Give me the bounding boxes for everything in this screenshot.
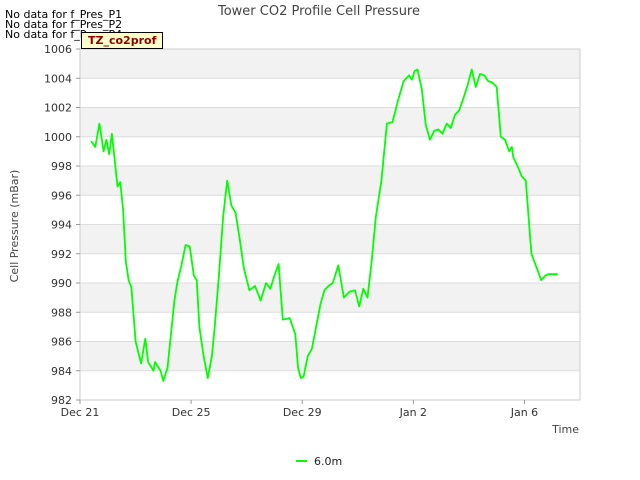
- plot-background-bands: [80, 49, 580, 371]
- background-band: [80, 224, 580, 254]
- y-axis-label: Cell Pressure (mBar): [8, 170, 21, 283]
- chart-title: Tower CO2 Profile Cell Pressure: [217, 4, 420, 19]
- y-tick-label: 1002: [44, 102, 72, 115]
- y-tick-label: 982: [51, 394, 72, 407]
- y-tick-label: 1006: [44, 43, 72, 56]
- legend-label-6m: 6.0m: [314, 455, 342, 468]
- background-band: [80, 341, 580, 371]
- site-tag-badge: TZ_co2prof: [81, 32, 164, 49]
- x-axis: Dec 21 Dec 25 Dec 29 Jan 2 Jan 6: [61, 400, 538, 419]
- y-tick-label: 984: [51, 365, 72, 378]
- x-tick-label: Jan 2: [399, 406, 427, 419]
- legend: 6.0m: [296, 455, 342, 468]
- x-tick-label: Dec 29: [283, 406, 322, 419]
- y-tick-label: 994: [51, 219, 72, 232]
- background-band: [80, 283, 580, 313]
- y-tick-label: 988: [51, 306, 72, 319]
- y-tick-label: 1004: [44, 72, 72, 85]
- series-layer: [90, 68, 558, 382]
- y-tick-label: 1000: [44, 131, 72, 144]
- y-tick-label: 992: [51, 248, 72, 261]
- y-tick-label: 996: [51, 189, 72, 202]
- background-band: [80, 49, 580, 79]
- y-axis: 982 984 986 988 990 992 994 996 998 1000 1002 1004 1…: [44, 43, 80, 407]
- no-data-notice-p2: No data for f_Pres_P2: [5, 18, 123, 31]
- x-tick-label: Jan 6: [510, 406, 538, 419]
- background-band: [80, 166, 580, 196]
- no-data-notice-p1: No data for f_Pres_P1: [5, 8, 123, 21]
- y-tick-label: 986: [51, 336, 72, 349]
- y-tick-label: 998: [51, 160, 72, 173]
- series-line-6m: [90, 68, 558, 382]
- x-tick-label: Dec 25: [172, 406, 211, 419]
- y-tick-label: 990: [51, 277, 72, 290]
- background-band: [80, 107, 580, 137]
- no-data-notice-p4: No data for f_Pres_P4: [5, 28, 123, 41]
- x-tick-label: Dec 21: [61, 406, 100, 419]
- x-axis-label: Time: [551, 423, 579, 436]
